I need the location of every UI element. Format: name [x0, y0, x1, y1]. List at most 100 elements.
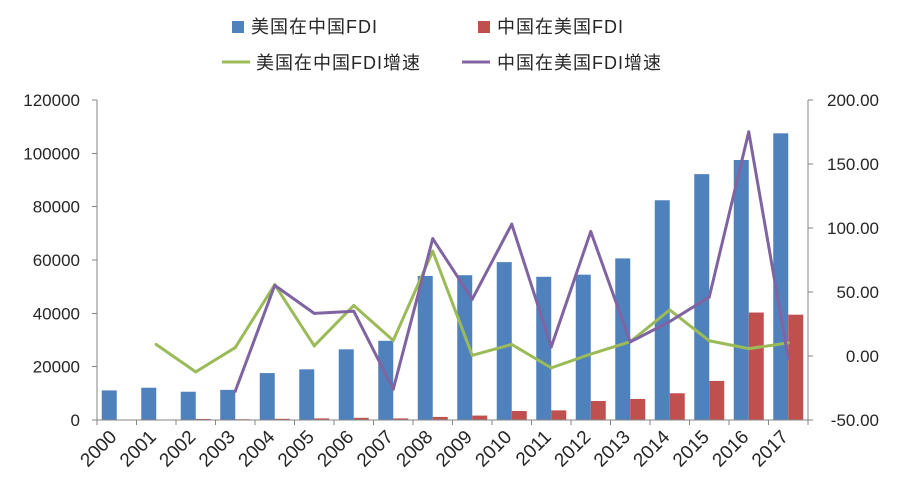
y-right-tick-label: 50.00: [836, 283, 879, 302]
y-right-tick-label: 100.00: [827, 219, 879, 238]
y-right-tick-label: 0.00: [846, 347, 879, 366]
legend-item-us-fdi-in-china: 美国在中国FDI: [232, 17, 378, 37]
point-china-fdi-in-us-growth-2012: [589, 230, 593, 234]
point-china-fdi-in-us-growth-2010: [510, 222, 514, 226]
bar-us-fdi-in-china-2015: [694, 174, 710, 420]
bar-us-fdi-in-china-2016: [733, 160, 749, 420]
point-china-fdi-in-us-growth-2007: [391, 387, 395, 391]
point-us-fdi-in-china-growth-2006: [352, 303, 356, 307]
x-tick-label: 2017: [748, 427, 793, 472]
bar-us-fdi-in-china-2005: [299, 369, 315, 420]
x-tick-label: 2012: [551, 427, 596, 472]
bar-china-fdi-in-us-2017: [788, 314, 804, 420]
x-tick-label: 2015: [669, 427, 714, 472]
bar-us-fdi-in-china-2007: [378, 340, 394, 420]
x-tick-label: 2002: [156, 427, 201, 472]
y-left-tick-label: 20000: [33, 358, 80, 377]
bar-us-fdi-in-china-2017: [773, 133, 789, 420]
legend: 美国在中国FDI 中国在美国FDI 美国在中国FDI增速 中国在美国FDI增速: [222, 17, 662, 73]
point-china-fdi-in-us-growth-2004: [273, 283, 277, 287]
y-left-tick-label: 0: [71, 411, 80, 430]
point-china-fdi-in-us-growth-2015: [707, 295, 711, 299]
bar-china-fdi-in-us-2002: [195, 418, 211, 420]
point-us-fdi-in-china-growth-2011: [549, 366, 553, 370]
point-us-fdi-in-china-growth-2015: [707, 339, 711, 343]
bar-us-fdi-in-china-2002: [180, 391, 196, 420]
bar-china-fdi-in-us-2011: [551, 410, 567, 420]
point-china-fdi-in-us-growth-2011: [549, 345, 553, 349]
point-us-fdi-in-china-growth-2012: [589, 352, 593, 356]
point-china-fdi-in-us-growth-2005: [312, 311, 316, 315]
bar-china-fdi-in-us-2004: [274, 418, 290, 420]
point-us-fdi-in-china-growth-2002: [194, 370, 198, 374]
bar-us-fdi-in-china-2012: [575, 274, 591, 420]
y-left-tick-label: 120000: [23, 91, 80, 110]
bar-us-fdi-in-china-2003: [220, 389, 236, 420]
bar-us-fdi-in-china-2013: [615, 258, 631, 420]
point-us-fdi-in-china-growth-2016: [747, 347, 751, 351]
bar-us-fdi-in-china-2000: [101, 390, 117, 420]
x-tick-label: 2011: [512, 427, 556, 471]
y-right-tick-label: 150.00: [827, 155, 879, 174]
point-us-fdi-in-china-growth-2007: [391, 339, 395, 343]
bar-china-fdi-in-us-2012: [590, 401, 606, 420]
bar-us-fdi-in-china-2004: [259, 373, 275, 420]
x-tick-label: 2014: [630, 426, 675, 471]
x-tick-label: 2000: [77, 427, 122, 472]
x-tick-label: 2003: [195, 427, 240, 472]
x-tick-label: 2005: [274, 427, 319, 472]
legend-label-us-fdi-in-china: 美国在中国FDI: [251, 17, 378, 37]
x-tick-label: 2013: [590, 427, 635, 472]
x-tick-label: 2009: [432, 427, 477, 472]
point-us-fdi-in-china-growth-2017: [786, 341, 790, 345]
bar-china-fdi-in-us-2007: [393, 418, 409, 420]
bar-china-fdi-in-us-2005: [314, 418, 330, 420]
lines-layer: [154, 130, 790, 393]
legend-label-china-fdi-in-us-growth: 中国在美国FDI增速: [497, 53, 662, 73]
point-china-fdi-in-us-growth-2009: [470, 297, 474, 301]
bar-us-fdi-in-china-2009: [457, 275, 473, 420]
bar-china-fdi-in-us-2013: [630, 398, 646, 420]
bar-us-fdi-in-china-2011: [536, 276, 552, 420]
bar-us-fdi-in-china-2008: [417, 276, 433, 420]
point-us-fdi-in-china-growth-2014: [668, 308, 672, 312]
point-us-fdi-in-china-growth-2001: [154, 342, 158, 346]
point-china-fdi-in-us-growth-2014: [668, 319, 672, 323]
legend-item-us-fdi-in-china-growth: 美国在中国FDI增速: [222, 53, 421, 73]
point-us-fdi-in-china-growth-2005: [312, 344, 316, 348]
point-us-fdi-in-china-growth-2008: [431, 249, 435, 253]
x-tick-label: 2004: [235, 426, 280, 471]
legend-swatch-us-fdi-in-china: [232, 21, 244, 33]
point-china-fdi-in-us-growth-2006: [352, 309, 356, 313]
point-us-fdi-in-china-growth-2010: [510, 342, 514, 346]
point-china-fdi-in-us-growth-2008: [431, 237, 435, 241]
bar-china-fdi-in-us-2008: [432, 416, 448, 420]
x-tick-label: 2008: [393, 427, 438, 472]
legend-swatch-china-fdi-in-us: [478, 21, 490, 33]
bar-us-fdi-in-china-2014: [654, 200, 670, 420]
y-right-tick-label: 200.00: [827, 91, 879, 110]
bar-us-fdi-in-china-2010: [496, 262, 512, 420]
bar-china-fdi-in-us-2016: [748, 312, 764, 420]
x-tick-label: 2006: [314, 427, 359, 472]
bar-china-fdi-in-us-2009: [472, 415, 488, 420]
y-left-tick-label: 40000: [33, 304, 80, 323]
point-china-fdi-in-us-growth-2017: [786, 357, 790, 361]
point-us-fdi-in-china-growth-2009: [470, 353, 474, 357]
point-china-fdi-in-us-growth-2013: [628, 340, 632, 344]
y-left-tick-label: 80000: [33, 198, 80, 217]
bar-china-fdi-in-us-2006: [353, 417, 369, 420]
point-china-fdi-in-us-growth-2003: [233, 389, 237, 393]
point-us-fdi-in-china-growth-2003: [233, 346, 237, 350]
legend-item-china-fdi-in-us-growth: 中国在美国FDI增速: [462, 53, 662, 73]
legend-label-us-fdi-in-china-growth: 美国在中国FDI增速: [256, 53, 421, 73]
bar-china-fdi-in-us-2014: [669, 393, 685, 420]
bars-layer: [101, 133, 804, 420]
bar-china-fdi-in-us-2015: [709, 380, 725, 420]
x-tick-label: 2010: [472, 427, 517, 472]
y-left-tick-label: 100000: [23, 144, 80, 163]
bar-us-fdi-in-china-2006: [338, 349, 354, 420]
x-tick-label: 2001: [116, 427, 161, 472]
legend-label-china-fdi-in-us: 中国在美国FDI: [497, 17, 624, 37]
